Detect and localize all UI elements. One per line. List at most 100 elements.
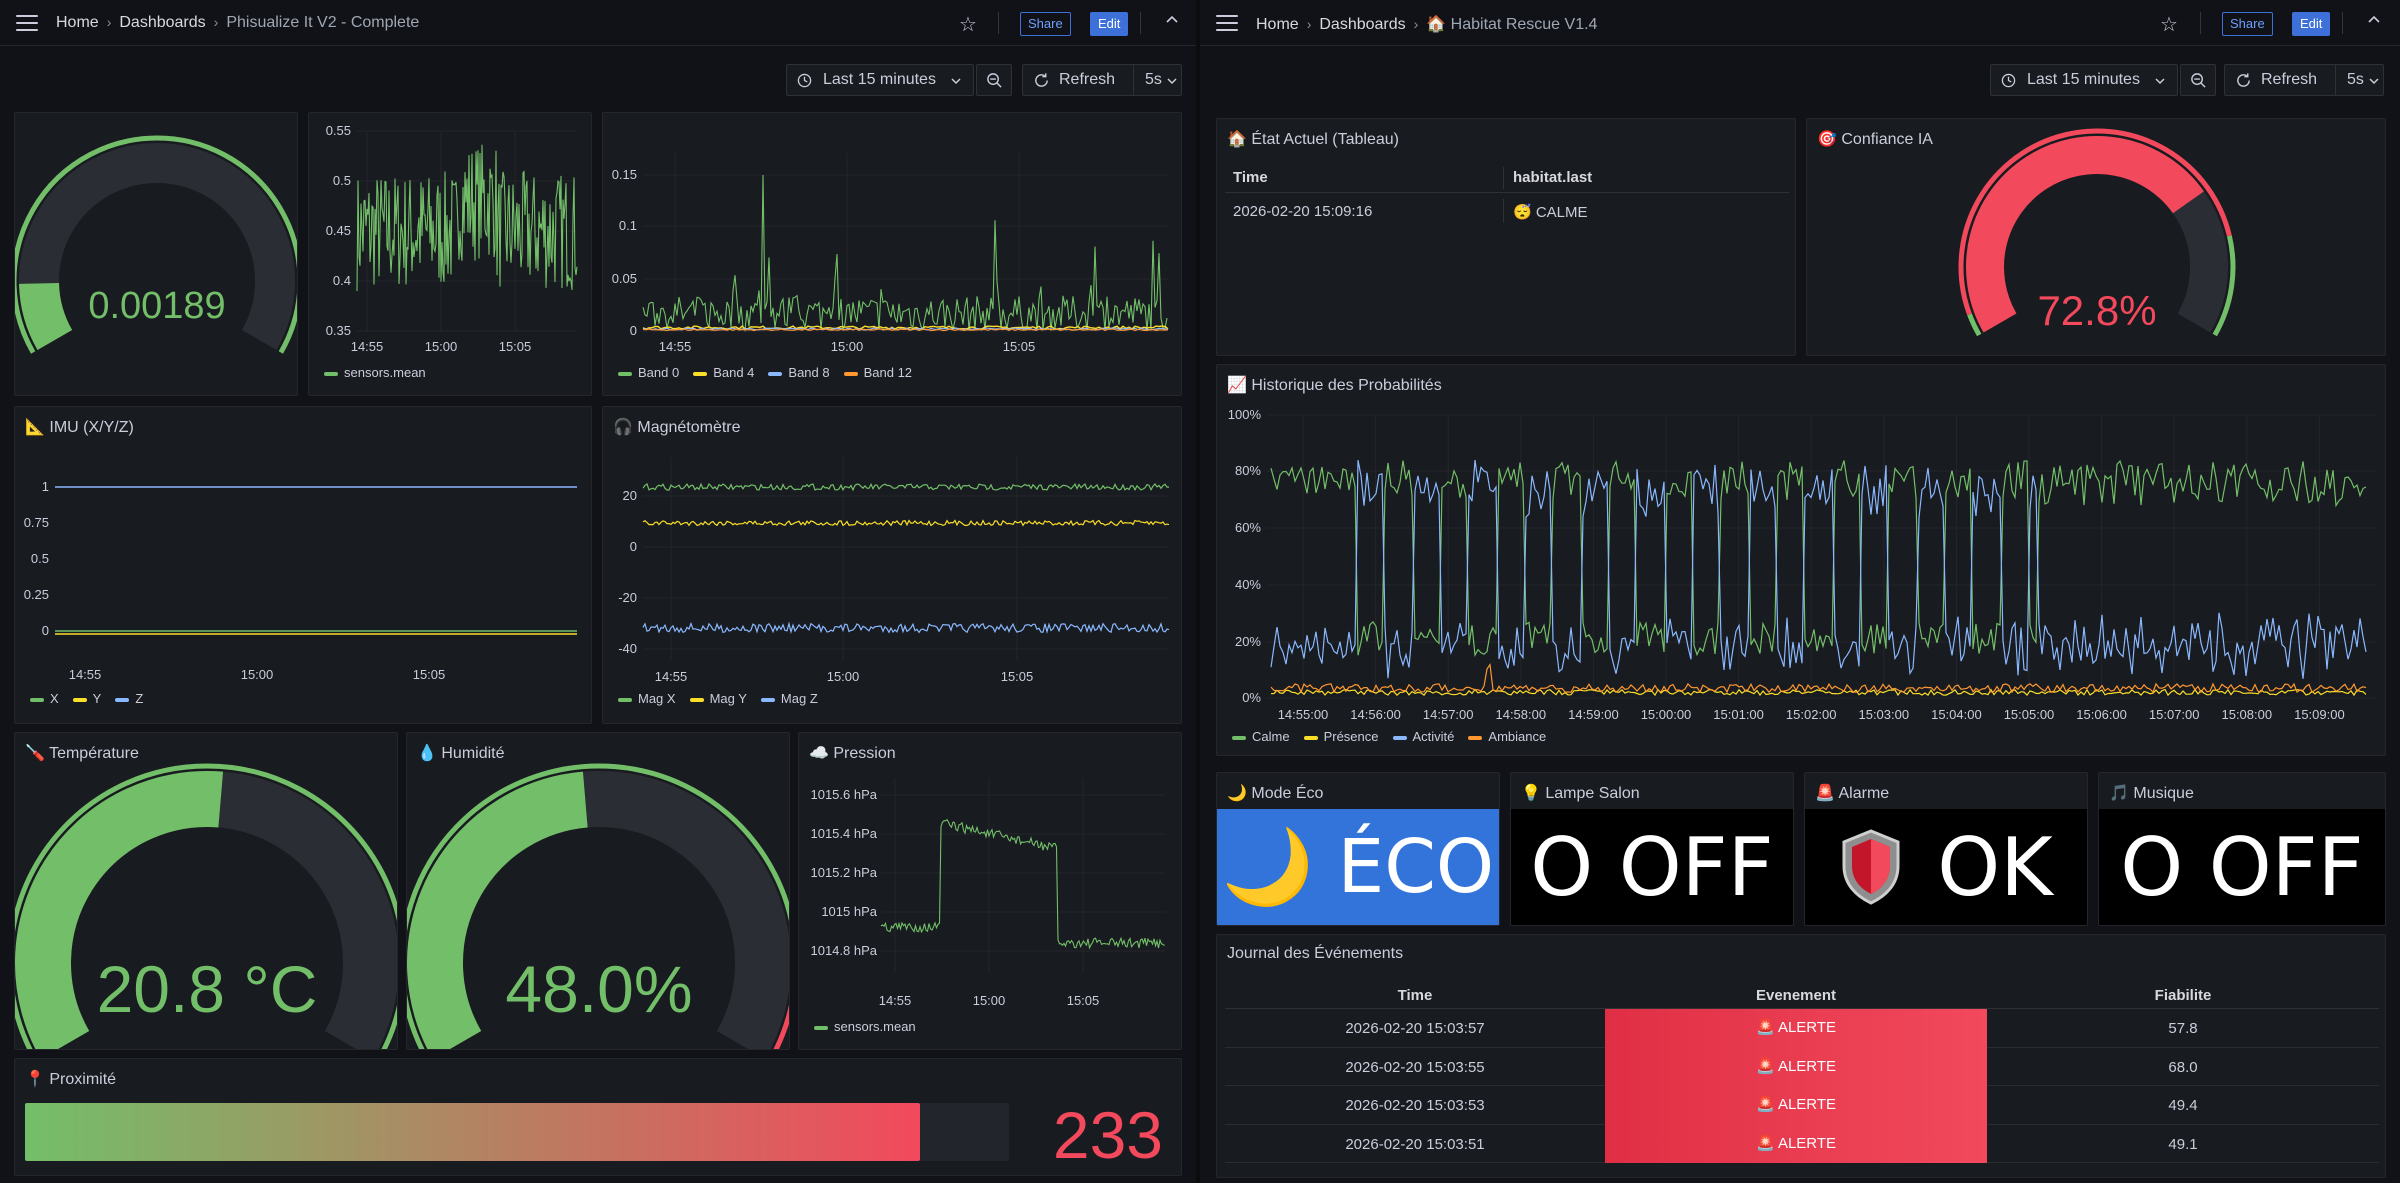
bands-panel[interactable]: 0.15 0.1 0.05 0 14:55 15:00 15:05 Band 0 Band 4… <box>602 112 1182 396</box>
pressure-panel[interactable]: ☁️ Pression 1015.6 hPa 1015.4 hPa 1015.2 h… <box>798 732 1182 1050</box>
legend-item: sensors.mean <box>344 365 426 380</box>
etat-actuel-panel[interactable]: 🏠 État Actuel (Tableau) Time habitat.las… <box>1216 118 1796 356</box>
breadcrumb-home[interactable]: Home <box>1256 16 1299 33</box>
breadcrumb-home[interactable]: Home <box>56 14 99 31</box>
legend-item[interactable]: X <box>30 691 59 706</box>
breadcrumb-dashboards[interactable]: Dashboards <box>1319 16 1406 33</box>
journal-panel[interactable]: Journal des Événements Time Evenement Fi… <box>1216 934 2386 1178</box>
chevron-up-icon[interactable] <box>2368 14 2380 26</box>
refresh-picker[interactable]: Refresh 5s <box>2224 64 2384 96</box>
imu-legend[interactable]: X Y Z <box>30 691 157 706</box>
table-row: 2026-02-20 15:03:57 🚨 ALERTE 57.8 <box>1225 1009 2379 1048</box>
legend-item[interactable]: Z <box>115 691 143 706</box>
magnetometer-panel[interactable]: 🎧 Magnétomètre 20 0 -20 -40 14:55 15:00 15:05 … <box>602 406 1182 724</box>
chevron-down-icon <box>951 78 961 85</box>
gauge-panel-top[interactable]: 0.00189 <box>14 112 298 396</box>
humidity-value: 48.0% <box>505 952 693 1026</box>
legend-item[interactable]: Band 0 <box>618 365 679 380</box>
star-icon[interactable]: ☆ <box>2160 14 2178 36</box>
legend-label: Y <box>92 691 102 706</box>
sensors-mean-panel[interactable]: 0.55 0.5 0.45 0.4 0.35 14:55 15:00 15:05 sensor… <box>308 112 592 396</box>
x-tick-label: 15:05 <box>499 339 532 354</box>
alarme-panel[interactable]: 🚨 Alarme OK <box>1804 772 2088 926</box>
edit-button[interactable]: Edit <box>1090 12 1129 36</box>
cell-fiabilite: 68.0 <box>2168 1058 2198 1076</box>
y-tick-label: 0.4 <box>333 273 351 288</box>
zoom-out-button[interactable] <box>2180 64 2216 96</box>
x-tick-label: 15:05 <box>1003 339 1036 354</box>
share-button[interactable]: Share <box>1020 12 1071 36</box>
confiance-ia-panel[interactable]: 🎯 Confiance IA 72.8% <box>1806 118 2386 356</box>
gauge-threshold <box>1967 313 1982 337</box>
x-tick-label: 15:05 <box>413 667 446 682</box>
imu-panel[interactable]: 📐 IMU (X/Y/Z) 1 0.75 0.5 0.25 0 14:55 15:00 15:… <box>14 406 592 724</box>
hamburger-icon[interactable] <box>16 15 38 31</box>
column-header-time[interactable]: Time <box>1233 169 1268 186</box>
x-tick-label: 15:00:00 <box>1641 707 1692 722</box>
legend-swatch <box>72 697 87 702</box>
y-tick-label: 0.1 <box>619 218 637 233</box>
temperature-panel[interactable]: 🪛 Température 20.8 °C <box>14 732 398 1050</box>
shield-icon <box>1842 829 1900 905</box>
y-tick-label: 60% <box>1235 520 1261 535</box>
legend-item[interactable]: Mag X <box>618 691 676 706</box>
zoom-out-icon <box>987 73 1002 88</box>
refresh-picker[interactable]: Refresh 5s <box>1022 64 1182 96</box>
humidity-panel[interactable]: 💧 Humidité 48.0% <box>406 732 790 1050</box>
legend-item[interactable]: Activité <box>1392 729 1454 744</box>
confiance-value: 72.8% <box>2037 287 2157 334</box>
time-range-picker[interactable]: Last 15 minutes <box>1990 64 2178 96</box>
legend-item[interactable]: Mag Y <box>689 691 747 706</box>
column-header-time[interactable]: Time <box>1397 987 1433 1004</box>
edit-button[interactable]: Edit <box>2292 12 2331 36</box>
legend-item[interactable]: Calme <box>1232 729 1290 744</box>
historique-panel[interactable]: 📈 Historique des Probabilités 100% 80% 60%… <box>1216 364 2386 756</box>
mode-eco-panel[interactable]: 🌙 Mode Éco 🌙 ÉCO <box>1216 772 1500 926</box>
x-tick-label: 14:55 <box>69 667 102 682</box>
share-button[interactable]: Share <box>2222 12 2273 36</box>
legend-item[interactable]: Ambiance <box>1468 729 1546 744</box>
x-tick-label: 14:59:00 <box>1568 707 1619 722</box>
column-header-evenement[interactable]: Evenement <box>1755 987 1837 1004</box>
zoom-out-button[interactable] <box>976 64 1012 96</box>
chevron-up-icon[interactable] <box>1166 14 1178 26</box>
top-nav-bar: Home › Dashboards › 🏠 Habitat Rescue V1.4 ☆ … <box>1200 0 2400 46</box>
x-tick-label: 14:55 <box>879 993 912 1008</box>
toolbar-divider <box>2342 12 2343 34</box>
legend-item[interactable]: Band 12 <box>843 365 912 380</box>
legend-label: Mag Z <box>780 691 818 706</box>
column-header-fiabilite[interactable]: Fiabilite <box>2154 987 2212 1004</box>
column-header-habitat[interactable]: habitat.last <box>1513 169 1593 186</box>
legend-item[interactable]: Mag Z <box>760 691 818 706</box>
time-range-picker[interactable]: Last 15 minutes <box>786 64 974 96</box>
star-icon[interactable]: ☆ <box>959 14 977 36</box>
breadcrumb-dashboards[interactable]: Dashboards <box>119 14 206 31</box>
breadcrumb: Home › Dashboards › 🏠 Habitat Rescue V1.4 <box>1256 14 1597 34</box>
legend-swatch <box>843 371 858 376</box>
confiance-ia-title: 🎯 Confiance IA <box>1817 131 1933 148</box>
legend-item[interactable]: Band 8 <box>768 365 830 380</box>
x-tick-label: 15:00 <box>241 667 274 682</box>
legend-item[interactable]: Y <box>72 691 102 706</box>
historique-legend[interactable]: Calme Présence Activité Ambiance <box>1232 729 1560 744</box>
legend-item[interactable]: Band 4 <box>693 365 754 380</box>
magnetometer-legend[interactable]: Mag X Mag Y Mag Z <box>618 691 832 706</box>
series-calme <box>1270 459 2367 657</box>
column-divider <box>1503 167 1504 189</box>
legend-label: Band 8 <box>788 365 830 380</box>
musique-panel[interactable]: 🎵 Musique O OFF <box>2098 772 2386 926</box>
alarme-value: OK <box>1805 809 2087 925</box>
x-tick-label: 15:04:00 <box>1931 707 1982 722</box>
sensors-mean-legend[interactable]: sensors.mean <box>324 365 440 380</box>
proximity-panel[interactable]: 📍 Proximité 233 <box>14 1058 1182 1176</box>
legend-swatch <box>768 371 783 376</box>
pressure-chart: 1015.6 hPa 1015.4 hPa 1015.2 hPa 1015 hPa 10… <box>810 778 1165 1008</box>
hamburger-icon[interactable] <box>1216 15 1238 31</box>
bands-legend[interactable]: Band 0 Band 4 Band 8 Band 12 <box>618 365 926 380</box>
pressure-legend[interactable]: sensors.mean <box>814 1019 930 1034</box>
gauge-threshold <box>15 763 397 1049</box>
legend-label: Mag Y <box>709 691 747 706</box>
lampe-salon-panel[interactable]: 💡 Lampe Salon O OFF <box>1510 772 1794 926</box>
legend-item[interactable]: Présence <box>1303 729 1379 744</box>
y-tick-label: 0 <box>630 539 637 554</box>
